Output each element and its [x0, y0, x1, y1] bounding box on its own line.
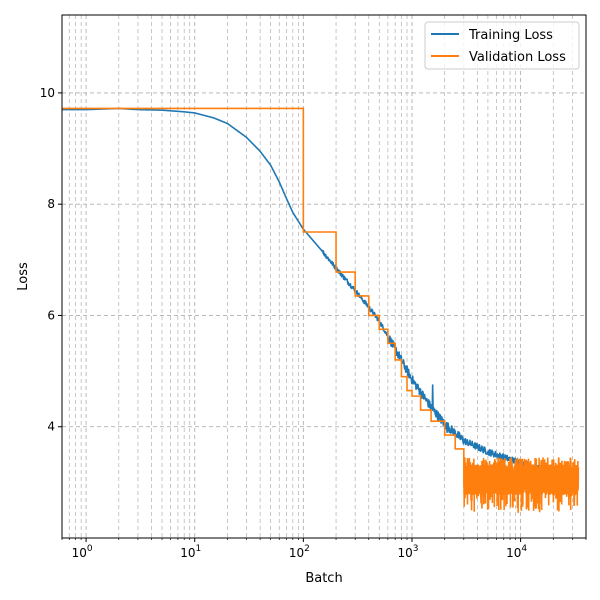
y-tick-label: 6	[47, 308, 55, 322]
legend-label-validation-loss: Validation Loss	[469, 50, 566, 65]
plot-area-frame	[61, 14, 587, 539]
y-axis-ticks: 4 6 8 10	[40, 86, 62, 434]
legend: Training Loss Validation Loss	[424, 21, 580, 70]
grid-lines	[61, 15, 587, 538]
legend-box	[424, 21, 580, 70]
y-tick-label: 10	[40, 86, 55, 100]
series-layer	[61, 107, 580, 513]
legend-label-training-loss: Training Loss	[468, 28, 553, 43]
y-tick-label: 8	[47, 197, 55, 211]
training-loss-line	[61, 107, 579, 479]
validation-loss-line	[62, 107, 580, 513]
x-axis-label: Batch	[305, 571, 342, 586]
y-tick-label: 4	[47, 420, 55, 434]
y-axis-label: Loss	[16, 262, 31, 291]
